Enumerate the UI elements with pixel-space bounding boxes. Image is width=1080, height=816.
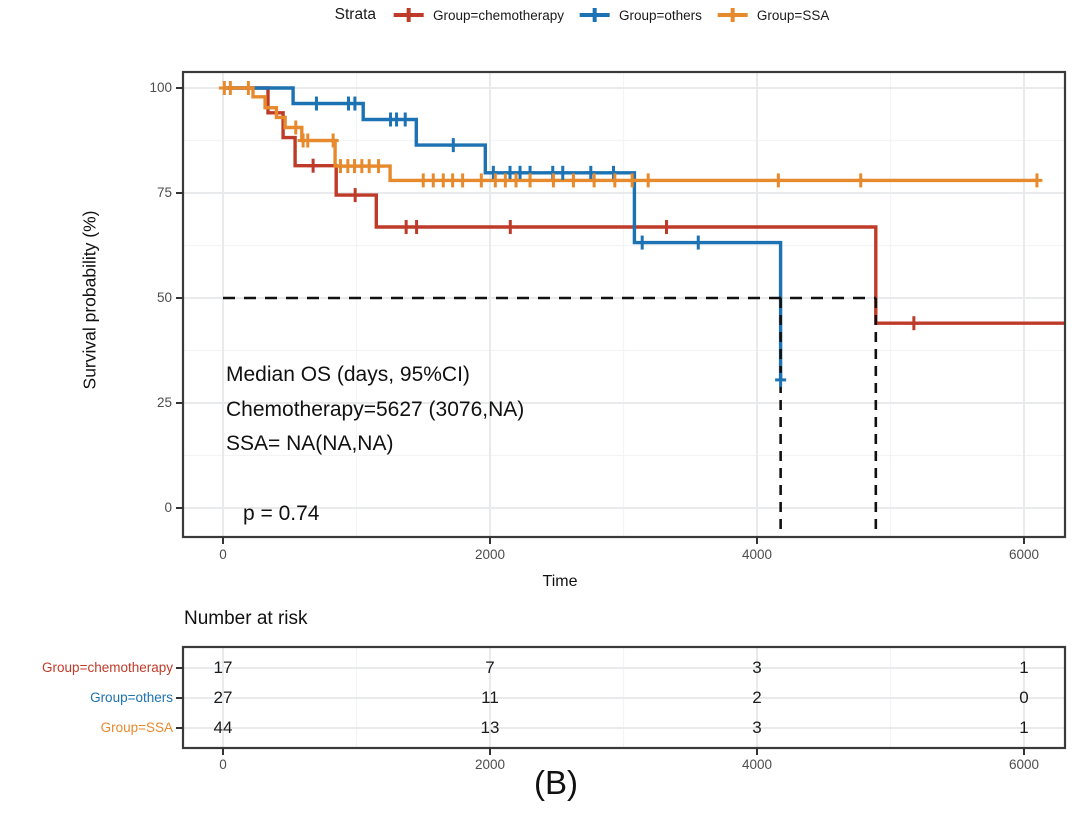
- risk-row-label-chemotherapy: Group=chemotherapy: [42, 660, 173, 675]
- x-tick-2000: 2000: [474, 547, 506, 562]
- legend-item-chemotherapy: Group=chemotherapy: [391, 5, 564, 25]
- risk-value: 1: [1019, 718, 1029, 737]
- legend-key-others-icon: [579, 8, 610, 22]
- risk-value: 7: [485, 658, 495, 677]
- risk-value: 44: [213, 718, 233, 737]
- risk-value: 2: [752, 688, 762, 707]
- figure-panel-label: (B): [534, 764, 578, 801]
- legend-item-ssa: Group=SSA: [715, 5, 829, 25]
- risk-x-tick-2000: 2000: [474, 757, 506, 772]
- legend-title: Strata: [334, 6, 377, 23]
- y-tick-50: 50: [156, 290, 172, 305]
- legend-label-chemotherapy: Group=chemotherapy: [433, 7, 564, 23]
- risk-value: 3: [752, 658, 762, 677]
- risk-row-label-ssa: Group=SSA: [100, 720, 173, 735]
- median-annotation-line-1: Median OS (days, 95%CI): [226, 363, 470, 386]
- y-tick-25: 25: [156, 395, 172, 410]
- risk-value: 13: [480, 718, 500, 737]
- risk-x-tick-4000: 4000: [741, 757, 773, 772]
- y-axis-title: Survival probability (%): [79, 210, 100, 390]
- legend-key-ssa-icon: [717, 8, 748, 22]
- legend-item-others: Group=others: [577, 5, 702, 25]
- risk-x-tick-6000: 6000: [1008, 757, 1040, 772]
- y-tick-0: 0: [164, 500, 172, 515]
- legend: Strata Group=chemotherapy Group=others G…: [335, 5, 830, 25]
- risk-table-title: Number at risk: [184, 608, 308, 629]
- median-annotation-line-2: Chemotherapy=5627 (3076,NA): [226, 397, 525, 421]
- x-axis-title: Time: [542, 573, 578, 590]
- legend-label-ssa: Group=SSA: [756, 7, 830, 23]
- risk-row-label-others: Group=others: [90, 690, 173, 705]
- risk-value: 0: [1019, 688, 1029, 707]
- median-annotation: Median OS (days, 95%CI) Chemotherapy=562…: [226, 358, 524, 462]
- risk-x-tick-0: 0: [219, 757, 227, 772]
- p-value: p = 0.74: [243, 502, 320, 525]
- risk-value: 11: [481, 688, 499, 707]
- risk-value: 3: [752, 718, 762, 737]
- y-tick-100: 100: [149, 80, 172, 95]
- risk-value: 17: [213, 658, 233, 677]
- legend-key-chemotherapy-icon: [394, 8, 425, 22]
- risk-value: 1: [1019, 658, 1029, 677]
- x-tick-4000: 4000: [741, 547, 773, 562]
- risk-value: 27: [213, 688, 233, 707]
- median-annotation-line-3: SSA= NA(NA,NA): [226, 432, 394, 455]
- legend-label-others: Group=others: [618, 7, 702, 23]
- x-tick-6000: 6000: [1008, 547, 1040, 562]
- y-tick-75: 75: [156, 185, 172, 200]
- x-tick-0: 0: [219, 547, 227, 562]
